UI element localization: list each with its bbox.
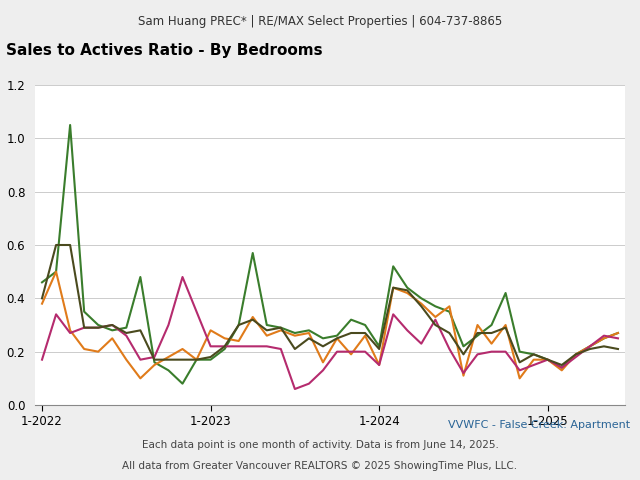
- Text: All data from Greater Vancouver REALTORS © 2025 ShowingTime Plus, LLC.: All data from Greater Vancouver REALTORS…: [122, 461, 518, 470]
- Text: VVWFC - False Creek: Apartment: VVWFC - False Creek: Apartment: [448, 420, 630, 430]
- Text: Sam Huang PREC* | RE/MAX Select Properties | 604-737-8865: Sam Huang PREC* | RE/MAX Select Properti…: [138, 15, 502, 28]
- Text: Each data point is one month of activity. Data is from June 14, 2025.: Each data point is one month of activity…: [141, 441, 499, 450]
- Text: Sales to Actives Ratio - By Bedrooms: Sales to Actives Ratio - By Bedrooms: [6, 43, 323, 58]
